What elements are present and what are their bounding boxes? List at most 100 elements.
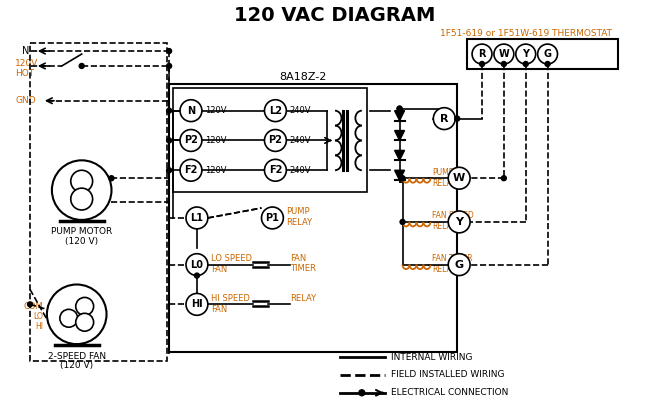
Text: PUMP: PUMP (432, 168, 454, 177)
Text: HI: HI (35, 322, 43, 331)
Text: G: G (455, 260, 464, 270)
Text: 240V: 240V (289, 166, 311, 175)
Text: LO SPEED: LO SPEED (211, 254, 252, 263)
Text: Y: Y (522, 49, 529, 59)
Circle shape (76, 313, 94, 331)
Circle shape (400, 176, 405, 181)
Text: FAN: FAN (211, 265, 227, 274)
Text: 240V: 240V (289, 106, 311, 115)
Circle shape (60, 309, 78, 327)
Circle shape (265, 100, 286, 122)
Text: 120V: 120V (205, 136, 226, 145)
Circle shape (180, 129, 202, 151)
Text: P2: P2 (184, 135, 198, 145)
Text: W: W (498, 49, 509, 59)
Text: RELAY: RELAY (432, 265, 456, 274)
Circle shape (71, 188, 92, 210)
Circle shape (180, 159, 202, 181)
Text: L0: L0 (190, 260, 204, 270)
Text: N: N (21, 46, 29, 56)
Circle shape (167, 63, 172, 68)
Text: TIMER: TIMER (290, 264, 316, 273)
Circle shape (448, 254, 470, 276)
Circle shape (79, 63, 84, 68)
Circle shape (265, 129, 286, 151)
Text: 120V: 120V (205, 166, 226, 175)
Text: L2: L2 (269, 106, 282, 116)
Circle shape (167, 168, 172, 173)
Polygon shape (395, 131, 405, 140)
Circle shape (397, 106, 402, 111)
Text: 1F51-619 or 1F51W-619 THERMOSTAT: 1F51-619 or 1F51W-619 THERMOSTAT (440, 28, 612, 38)
Circle shape (180, 100, 202, 122)
Bar (169, 84, 457, 352)
Text: L1: L1 (190, 213, 204, 223)
Circle shape (400, 220, 405, 225)
Text: (120 V): (120 V) (60, 362, 93, 370)
Circle shape (27, 302, 33, 307)
Text: Y: Y (455, 217, 463, 227)
Text: RELAY: RELAY (432, 222, 456, 231)
Text: RELAY: RELAY (286, 218, 312, 228)
Text: (120 V): (120 V) (65, 237, 98, 246)
Circle shape (76, 297, 94, 315)
Text: P1: P1 (265, 213, 279, 223)
Text: G: G (543, 49, 551, 59)
Text: 2-SPEED FAN: 2-SPEED FAN (48, 352, 106, 360)
Circle shape (186, 293, 208, 315)
Circle shape (433, 108, 455, 129)
Circle shape (109, 176, 114, 181)
Circle shape (501, 62, 507, 67)
Polygon shape (395, 111, 405, 121)
Circle shape (448, 167, 470, 189)
Text: F2: F2 (184, 165, 198, 175)
Bar (467, 39, 618, 69)
Circle shape (448, 211, 470, 233)
Text: 240V: 240V (289, 136, 311, 145)
Text: W: W (453, 173, 465, 183)
Polygon shape (395, 170, 405, 180)
Circle shape (480, 62, 484, 67)
Text: PUMP: PUMP (286, 207, 310, 217)
Text: 120 VAC DIAGRAM: 120 VAC DIAGRAM (234, 6, 436, 25)
Circle shape (186, 254, 208, 276)
Text: 8A18Z-2: 8A18Z-2 (279, 72, 327, 82)
Text: R: R (440, 114, 448, 124)
Circle shape (397, 106, 402, 111)
Text: PUMP MOTOR: PUMP MOTOR (51, 228, 113, 236)
Bar (173, 88, 366, 192)
Circle shape (523, 62, 528, 67)
Text: HI: HI (191, 299, 203, 309)
Circle shape (472, 44, 492, 64)
Text: FIELD INSTALLED WIRING: FIELD INSTALLED WIRING (391, 370, 504, 379)
Text: RELAY: RELAY (432, 178, 456, 188)
Text: GND: GND (15, 96, 36, 105)
Circle shape (47, 285, 107, 344)
Text: N: N (187, 106, 195, 116)
Circle shape (261, 207, 283, 229)
Circle shape (167, 49, 172, 54)
Polygon shape (395, 150, 405, 160)
Text: INTERNAL WIRING: INTERNAL WIRING (391, 352, 472, 362)
Circle shape (359, 390, 364, 396)
Circle shape (167, 138, 172, 143)
Text: HI SPEED: HI SPEED (211, 294, 250, 303)
Circle shape (516, 44, 535, 64)
Text: R: R (478, 49, 486, 59)
Bar (30, 43, 167, 361)
Text: LO: LO (33, 312, 43, 321)
Text: FAN TIMER: FAN TIMER (432, 254, 473, 263)
Text: 120V: 120V (15, 59, 38, 68)
Text: COM: COM (23, 302, 43, 311)
Text: FAN: FAN (211, 305, 227, 314)
Text: HOT: HOT (15, 70, 34, 78)
Text: F2: F2 (269, 165, 282, 175)
Circle shape (455, 116, 460, 121)
Text: ELECTRICAL CONNECTION: ELECTRICAL CONNECTION (391, 388, 508, 397)
Text: P2: P2 (269, 135, 282, 145)
Circle shape (52, 160, 111, 220)
Circle shape (537, 44, 557, 64)
Text: 120V: 120V (205, 106, 226, 115)
Circle shape (167, 108, 172, 113)
Circle shape (265, 159, 286, 181)
